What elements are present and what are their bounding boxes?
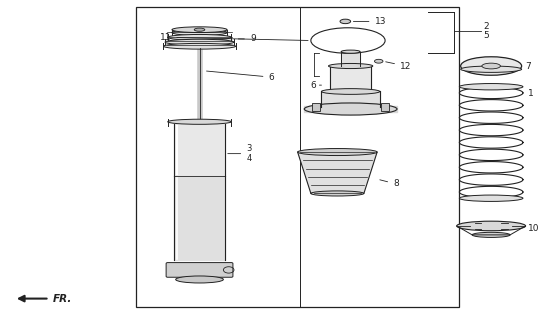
Ellipse shape: [298, 148, 377, 156]
Ellipse shape: [457, 221, 526, 231]
Ellipse shape: [460, 57, 522, 75]
Ellipse shape: [321, 89, 380, 94]
Text: 1: 1: [528, 89, 534, 98]
Ellipse shape: [165, 39, 234, 45]
Ellipse shape: [172, 27, 227, 33]
Bar: [312, 103, 320, 111]
Text: 13: 13: [353, 17, 386, 26]
Ellipse shape: [176, 276, 223, 283]
Text: 3
4: 3 4: [228, 144, 252, 163]
Ellipse shape: [340, 19, 351, 24]
Ellipse shape: [163, 44, 235, 49]
Ellipse shape: [459, 195, 523, 201]
Polygon shape: [298, 152, 377, 194]
Ellipse shape: [311, 191, 364, 196]
Text: 7: 7: [526, 61, 531, 70]
Text: 9: 9: [239, 35, 256, 44]
Ellipse shape: [168, 119, 232, 124]
Ellipse shape: [482, 63, 500, 69]
FancyBboxPatch shape: [166, 263, 233, 277]
Text: 10: 10: [528, 224, 540, 233]
Ellipse shape: [341, 50, 360, 53]
Ellipse shape: [168, 35, 232, 40]
Ellipse shape: [328, 63, 373, 68]
Ellipse shape: [374, 59, 383, 63]
Text: 12: 12: [386, 61, 411, 70]
Text: 11: 11: [160, 33, 308, 42]
Ellipse shape: [459, 84, 523, 90]
Text: FR.: FR.: [52, 293, 72, 304]
Text: 6: 6: [207, 71, 274, 82]
Bar: [381, 103, 390, 111]
Ellipse shape: [172, 30, 227, 36]
Text: 2
5: 2 5: [483, 22, 489, 40]
Ellipse shape: [304, 103, 397, 115]
Ellipse shape: [460, 66, 522, 72]
Ellipse shape: [194, 28, 205, 31]
Bar: [136, 7, 459, 307]
Ellipse shape: [472, 232, 510, 237]
Text: 6: 6: [311, 81, 321, 90]
Text: 8: 8: [380, 180, 399, 188]
